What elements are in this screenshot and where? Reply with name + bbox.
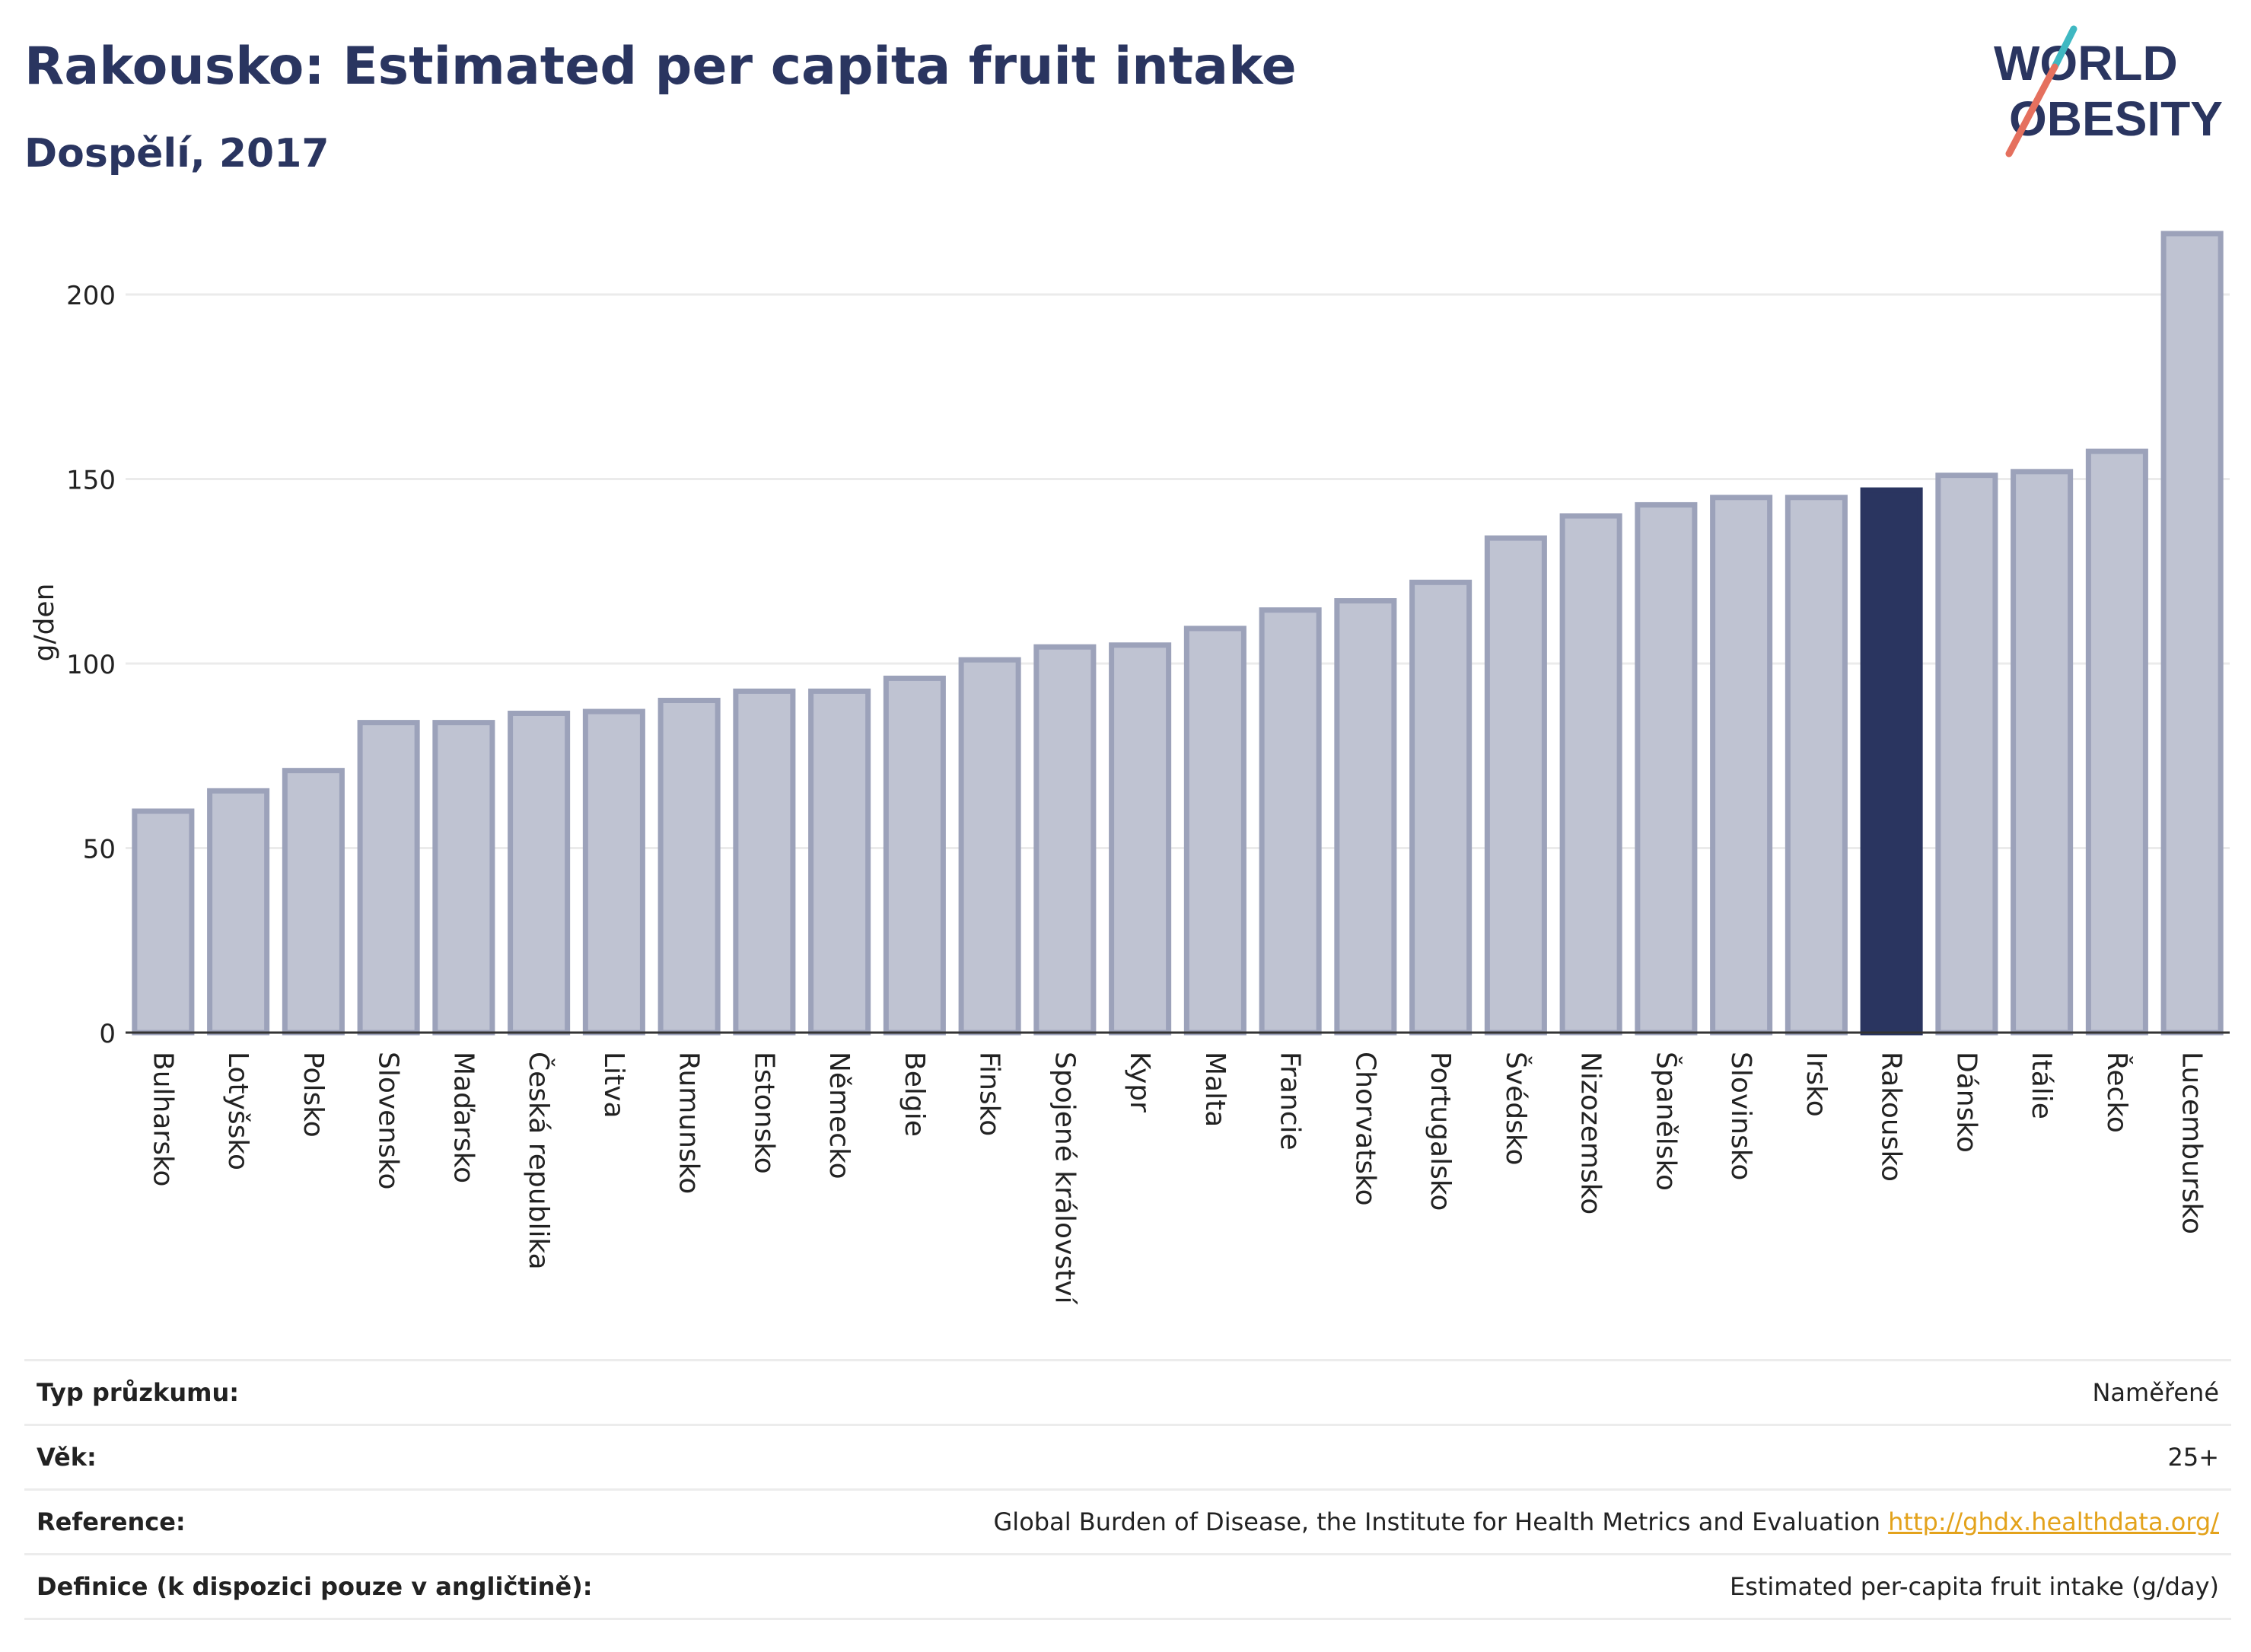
x-axis-ticks: Bulharsko Lotyšsko Polsko Slovensko Maďarsko… <box>147 1052 2207 1305</box>
x-tick-label: Lucembursko <box>2176 1052 2208 1234</box>
logo-line2: OBESITY <box>2009 91 2223 146</box>
bar-nizozemsko[interactable] <box>1559 513 1622 1036</box>
y-axis-label: g/den <box>29 584 60 662</box>
x-tick-label: Portugalsko <box>1425 1052 1456 1211</box>
world-obesity-logo: WORLD OBESITY <box>1994 25 2223 158</box>
x-tick-label: Francie <box>1275 1052 1306 1151</box>
chart-title: Rakousko: Estimated per capita fruit int… <box>24 37 1297 97</box>
y-tick-label: 0 <box>99 1019 116 1049</box>
reference-text: Global Burden of Disease, the Institute … <box>993 1507 1880 1536</box>
x-tick-label: Dánsko <box>1950 1052 1982 1153</box>
bar-česká-republika[interactable] <box>508 710 571 1036</box>
x-tick-label: Slovinsko <box>1725 1052 1756 1180</box>
x-tick-label: Česká republika <box>523 1052 555 1270</box>
info-value: Estimated per-capita fruit intake (g/day… <box>724 1553 2231 1620</box>
x-tick-label: Německo <box>823 1052 855 1179</box>
bar-finsko[interactable] <box>958 657 1021 1036</box>
x-tick-label: Maďarsko <box>447 1052 479 1183</box>
x-tick-label: Itálie <box>2026 1052 2057 1119</box>
logo-line1: WORLD <box>1994 36 2178 91</box>
chart-subtitle: Dospělí, 2017 <box>24 131 330 177</box>
info-row-survey-type: Typ průzkumu: Naměřené <box>24 1359 2231 1425</box>
bar-francie[interactable] <box>1259 607 1322 1036</box>
bars <box>132 231 2224 1036</box>
bar-řecko[interactable] <box>2085 448 2148 1036</box>
info-row-definition: Definice (k dispozici pouze v angličtině… <box>24 1553 2231 1620</box>
info-label: Reference: <box>24 1488 724 1555</box>
logo-slash-coral <box>2005 63 2058 158</box>
info-label: Definice (k dispozici pouze v angličtině… <box>24 1553 724 1620</box>
bar-chart: 0 50 100 150 200 g/den Bulharsko Lotyšsko Pols… <box>29 231 2230 1305</box>
bar-maďarsko[interactable] <box>432 720 495 1036</box>
y-tick-label: 150 <box>66 466 116 496</box>
bar-švédsko[interactable] <box>1484 535 1547 1036</box>
reference-link[interactable]: http://ghdx.healthdata.org/ <box>1888 1507 2219 1536</box>
y-axis-ticks: 0 50 100 150 200 <box>66 281 116 1049</box>
x-tick-label: Rakousko <box>1876 1052 1907 1182</box>
info-value-reference: Global Burden of Disease, the Institute … <box>724 1488 2231 1555</box>
bar-spojené-království[interactable] <box>1033 644 1097 1036</box>
x-tick-label: Finsko <box>974 1052 1005 1136</box>
info-label: Typ průzkumu: <box>24 1359 724 1425</box>
bar-irsko[interactable] <box>1785 495 1848 1036</box>
bar-kypr[interactable] <box>1109 642 1172 1036</box>
bar-slovinsko[interactable] <box>1710 495 1773 1036</box>
logo-slash-teal <box>2051 25 2077 71</box>
bar-litva[interactable] <box>582 708 645 1036</box>
x-tick-label: Litva <box>598 1052 629 1119</box>
x-tick-label: Estonsko <box>748 1052 779 1174</box>
x-tick-label: Belgie <box>899 1052 930 1137</box>
bar-malta[interactable] <box>1183 625 1246 1036</box>
y-tick-label: 200 <box>66 281 116 311</box>
bar-portugalsko[interactable] <box>1409 579 1473 1036</box>
info-row-reference: Reference: Global Burden of Disease, the… <box>24 1488 2231 1555</box>
y-tick-label: 50 <box>83 835 116 865</box>
info-table: Typ průzkumu: Naměřené Věk: 25+ Referenc… <box>24 1359 2231 1620</box>
x-tick-label: Spojené království <box>1049 1052 1080 1305</box>
x-tick-label: Švédsko <box>1500 1052 1532 1166</box>
bar-itálie[interactable] <box>2011 469 2074 1036</box>
bar-rakousko[interactable] <box>1860 487 1923 1036</box>
x-tick-label: Irsko <box>1800 1052 1832 1117</box>
x-tick-label: Lotyšsko <box>222 1052 253 1170</box>
bar-španělsko[interactable] <box>1635 501 1698 1036</box>
y-tick-label: 100 <box>66 650 116 680</box>
x-tick-label: Rumunsko <box>673 1052 705 1194</box>
x-tick-label: Španělsko <box>1650 1052 1682 1191</box>
bar-chorvatsko[interactable] <box>1334 598 1397 1036</box>
bar-německo[interactable] <box>808 688 871 1036</box>
x-tick-label: Polsko <box>298 1052 329 1138</box>
info-label: Věk: <box>24 1424 724 1490</box>
x-tick-label: Řecko <box>2101 1052 2133 1133</box>
bar-lucembursko[interactable] <box>2160 231 2224 1036</box>
x-tick-label: Nizozemsko <box>1575 1052 1606 1214</box>
bar-lotyšsko[interactable] <box>207 788 270 1036</box>
bar-bulharsko[interactable] <box>132 808 195 1036</box>
x-tick-label: Chorvatsko <box>1349 1052 1380 1206</box>
bar-polsko[interactable] <box>282 768 345 1036</box>
bar-dánsko[interactable] <box>1935 473 1998 1036</box>
info-value: Naměřené <box>724 1359 2231 1425</box>
info-row-age: Věk: 25+ <box>24 1424 2231 1490</box>
bar-belgie[interactable] <box>883 675 946 1036</box>
x-tick-label: Malta <box>1199 1052 1231 1127</box>
bar-rumunsko[interactable] <box>657 698 721 1036</box>
bar-slovensko[interactable] <box>357 720 420 1036</box>
info-value: 25+ <box>724 1424 2231 1490</box>
bar-estonsko[interactable] <box>733 688 796 1036</box>
x-tick-label: Slovensko <box>373 1052 404 1190</box>
x-tick-label: Bulharsko <box>147 1052 178 1187</box>
x-tick-label: Kypr <box>1124 1052 1155 1112</box>
